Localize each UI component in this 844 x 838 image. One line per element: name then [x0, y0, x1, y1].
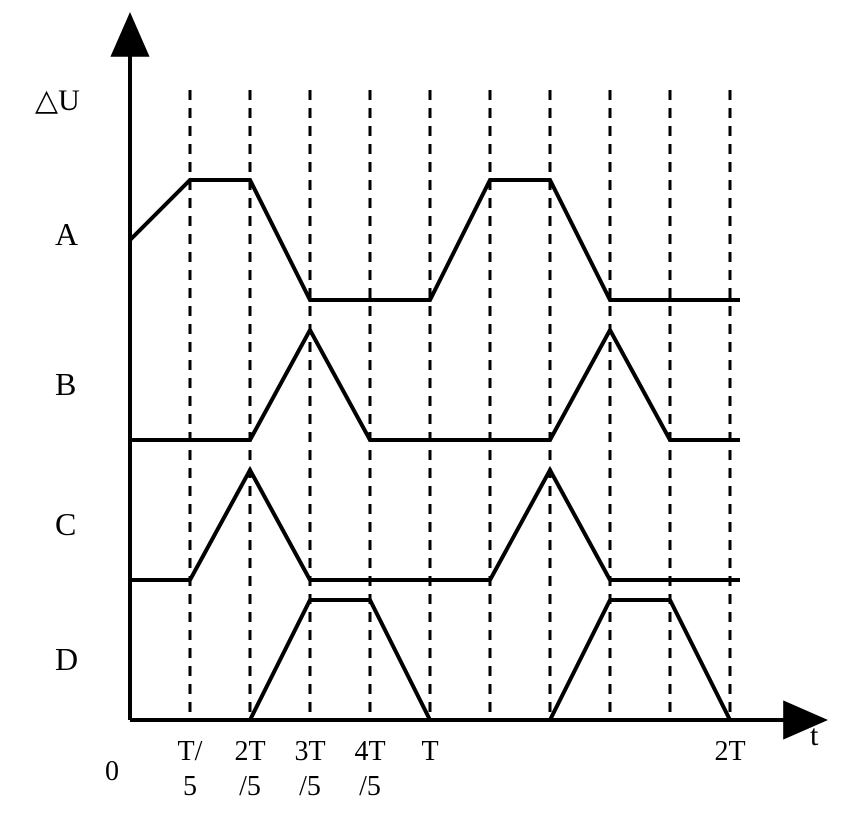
x-axis-arrow — [783, 700, 828, 739]
y-axis-label: △U — [35, 84, 80, 117]
x-tick-label: /5 — [299, 771, 321, 802]
x-tick-label: 2T — [714, 736, 745, 767]
x-tick-label: 4T — [354, 736, 385, 767]
waveform-figure: A B C D △U t 0 T/5 2T/5 3T/5 4T/5 T 2T — [0, 0, 844, 838]
x-axis-label: t — [810, 719, 819, 752]
x-tick-label: 5 — [183, 771, 197, 802]
waveform-c — [130, 470, 740, 580]
x-tick-label: T/ — [178, 736, 203, 767]
origin-label: 0 — [105, 756, 119, 787]
waveform-b — [130, 330, 740, 440]
y-axis-arrow — [110, 12, 149, 57]
x-tick-label: 2T — [234, 736, 265, 767]
x-tick-label: /5 — [239, 771, 261, 802]
waveform-d — [130, 600, 740, 720]
x-tick-label: T — [421, 736, 438, 767]
waveform-a — [130, 180, 740, 300]
waveform-label-b: B — [55, 366, 76, 402]
x-tick-label: /5 — [359, 771, 381, 802]
waveform-label-d: D — [55, 641, 78, 677]
waveform-label-c: C — [55, 506, 76, 542]
waveform-label-a: A — [55, 216, 78, 252]
x-tick-label: 3T — [294, 736, 325, 767]
